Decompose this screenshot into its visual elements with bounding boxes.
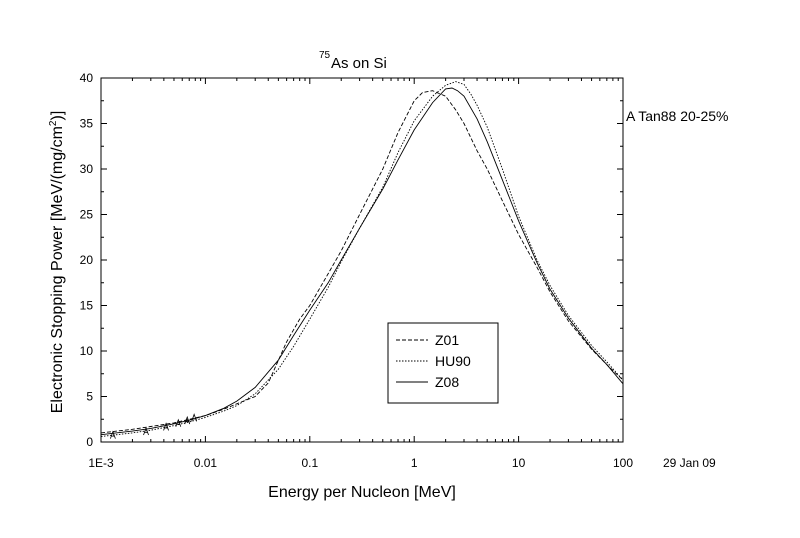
- series-line-z08: [100, 87, 624, 436]
- legend-label-z08: Z08: [435, 374, 459, 390]
- legend-label-hu90: HU90: [435, 353, 471, 369]
- y-tick-label: 15: [80, 299, 94, 313]
- experimental-points: [110, 413, 198, 439]
- plot-frame: [100, 77, 624, 443]
- experimental-point-marker: [110, 430, 116, 439]
- y-tick-label: 35: [80, 117, 94, 131]
- y-tick-label: 0: [86, 435, 93, 449]
- svg-text:Electronic Stopping Power [MeV: Electronic Stopping Power [MeV/(mg/cm2)]: [48, 111, 66, 414]
- y-tick-label: 20: [80, 253, 94, 267]
- y-tick-label: 25: [80, 208, 94, 222]
- series-line-hu90: [100, 81, 624, 437]
- title-superscript: 75: [319, 50, 331, 61]
- y-tick-label: 5: [86, 390, 93, 404]
- y-axis-label-tail: )]: [49, 111, 66, 121]
- y-axis-label-main: Electronic Stopping Power [MeV/(mg/cm: [49, 126, 66, 413]
- y-tick-label: 30: [80, 162, 94, 176]
- x-tick-label: 100: [613, 456, 633, 470]
- x-tick-label: 0.01: [194, 456, 218, 470]
- experimental-point-marker: [163, 422, 169, 431]
- x-axis-label: Energy per Nucleon [MeV]: [268, 484, 456, 501]
- axes: 1E-3 0.01 0.1 1 10 100 0 5 10 15 20 25 30 35 40: [80, 71, 634, 470]
- experimental-point-marker: [191, 413, 198, 422]
- legend: Z01 HU90 Z08: [387, 322, 499, 404]
- y-axis-label-superscript: 2: [48, 120, 59, 126]
- y-axis-label: Electronic Stopping Power [MeV/(mg/cm2)]: [48, 111, 66, 414]
- x-tick-label: 1: [411, 456, 418, 470]
- legend-box: [387, 322, 499, 404]
- annotation-tan88: A Tan88 20-25%: [626, 108, 729, 124]
- chart-title: 75 As on Si: [319, 50, 387, 72]
- experimental-point-marker: [175, 418, 182, 427]
- title-text: As on Si: [331, 55, 387, 72]
- series-layer: [100, 81, 624, 437]
- legend-label-z01: Z01: [435, 332, 459, 348]
- y-tick-label: 40: [80, 71, 94, 85]
- x-tick-label: 0.1: [301, 456, 318, 470]
- series-line-z01: [100, 90, 624, 434]
- x-tick-label: 1E-3: [88, 456, 114, 470]
- experimental-point-marker: [184, 415, 191, 425]
- y-tick-label: 10: [80, 344, 94, 358]
- x-tick-label: 10: [512, 456, 526, 470]
- date-label: 29 Jan 09: [663, 456, 716, 470]
- experimental-point-marker: [143, 426, 149, 436]
